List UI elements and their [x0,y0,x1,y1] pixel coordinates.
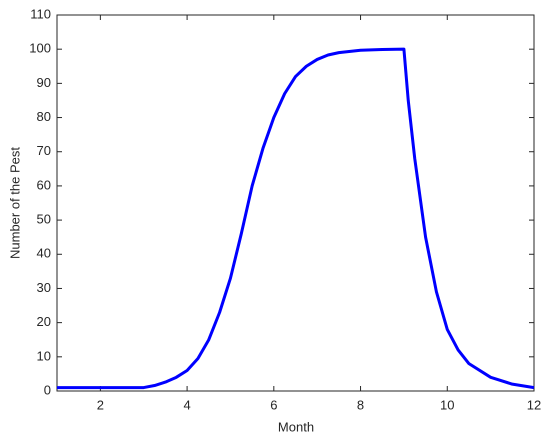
y-tick-label: 100 [29,41,51,56]
y-tick-label: 40 [37,246,51,261]
x-axis-label: Month [278,419,314,434]
y-tick-label: 20 [37,314,51,329]
y-tick-label: 80 [37,109,51,124]
y-tick-label: 30 [37,280,51,295]
y-tick-label: 50 [37,212,51,227]
y-tick-label: 70 [37,143,51,158]
y-tick-label: 0 [44,382,51,397]
y-axis-label: Number of the Pest [7,147,22,259]
data-line [57,47,535,390]
y-tick-label: 60 [37,177,51,192]
plot-area [56,14,535,392]
x-tick-label: 10 [440,397,454,412]
x-tick-label: 12 [527,397,541,412]
y-tick-label: 90 [37,75,51,90]
x-tick-label: 8 [357,397,364,412]
x-tick-label: 6 [270,397,277,412]
y-tick-label: 10 [37,348,51,363]
y-tick-label: 110 [30,6,51,21]
x-tick-label: 4 [183,397,190,412]
x-tick-label: 2 [97,397,104,412]
